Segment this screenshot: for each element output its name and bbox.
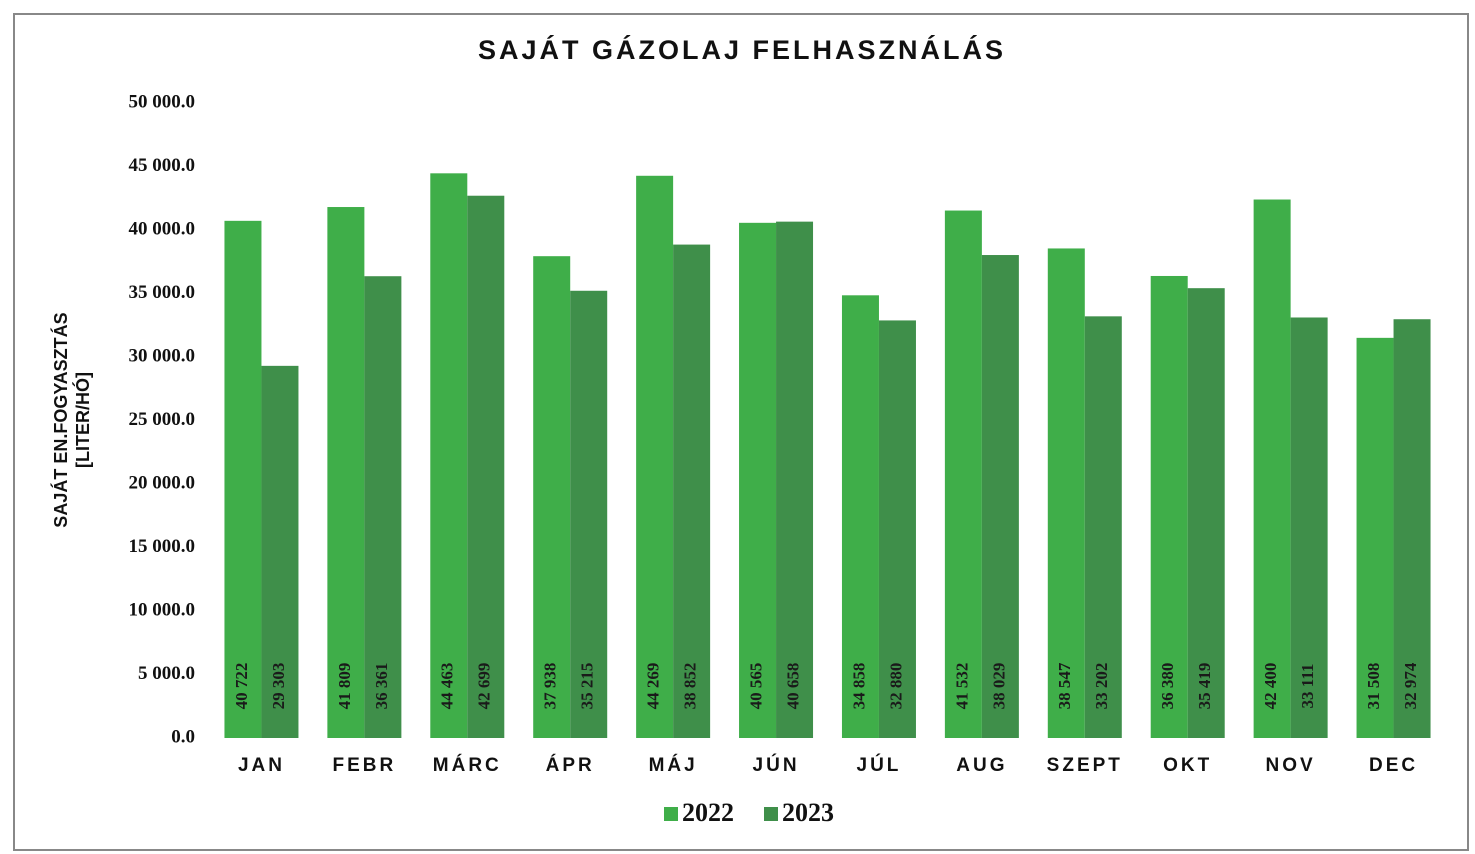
data-label: 35 215 — [578, 663, 597, 710]
y-tick-label: 5 000.0 — [138, 663, 195, 684]
y-tick-label: 30 000.0 — [129, 345, 196, 366]
data-label: 44 269 — [644, 663, 663, 710]
x-tick-label: NOV — [1266, 755, 1316, 776]
data-label: 33 111 — [1298, 664, 1317, 709]
bar — [261, 365, 299, 738]
y-tick-label: 10 000.0 — [129, 599, 196, 620]
legend-swatch — [664, 807, 678, 821]
y-tick-label: 35 000.0 — [129, 282, 196, 303]
x-tick-label: ÁPR — [546, 754, 595, 776]
bar — [776, 221, 814, 738]
data-label: 29 303 — [269, 663, 288, 710]
bar — [364, 276, 402, 738]
y-tick-label: 45 000.0 — [129, 155, 196, 176]
x-tick-label: AUG — [956, 755, 1007, 776]
data-label: 40 565 — [746, 663, 765, 710]
bar — [1047, 248, 1085, 738]
x-tick-label: MÁJ — [649, 754, 698, 776]
bar — [327, 207, 365, 738]
bar — [636, 175, 674, 739]
x-tick-label: FEBR — [333, 755, 397, 776]
legend-label: 2023 — [782, 798, 834, 827]
chart-title: SAJÁT GÁZOLAJ FELHASZNÁLÁS — [478, 34, 1006, 65]
data-label: 36 380 — [1158, 663, 1177, 710]
bar — [1150, 275, 1188, 738]
bar — [739, 222, 777, 739]
y-tick-label: 40 000.0 — [129, 218, 196, 239]
y-tick-label: 25 000.0 — [129, 409, 196, 430]
bar — [1393, 319, 1431, 738]
y-tick-label: 20 000.0 — [129, 472, 196, 493]
y-tick-label: 0.0 — [171, 726, 195, 747]
data-label: 38 547 — [1055, 662, 1074, 709]
y-axis-title: SAJÁT EN.FOGYASZTÁS [LITER/HÓ] — [50, 312, 93, 527]
legend-label: 2022 — [682, 798, 734, 827]
data-label: 40 658 — [783, 663, 802, 710]
legend-swatch — [764, 807, 778, 821]
bar — [878, 320, 916, 738]
data-label: 38 852 — [681, 663, 700, 710]
data-label: 41 809 — [335, 663, 354, 710]
data-label: 31 508 — [1364, 663, 1383, 710]
x-tick-label: JAN — [238, 755, 285, 776]
y-tick-label: 15 000.0 — [129, 536, 196, 557]
y-tick-label: 50 000.0 — [129, 91, 196, 112]
y-axis-title-line: SAJÁT EN.FOGYASZTÁS — [50, 312, 71, 527]
bar — [981, 255, 1019, 739]
bar — [1253, 199, 1291, 738]
data-label: 34 858 — [849, 663, 868, 710]
x-tick-label: MÁRC — [433, 754, 502, 776]
bar — [224, 220, 262, 739]
bar — [467, 195, 505, 738]
bar — [1290, 317, 1328, 738]
data-label: 32 974 — [1401, 662, 1420, 709]
x-tick-label: JÚL — [857, 754, 902, 776]
data-label: 40 722 — [232, 663, 251, 710]
y-axis-title-line: [LITER/HÓ] — [72, 372, 93, 468]
data-label: 44 463 — [438, 663, 457, 710]
data-label: 36 361 — [372, 663, 391, 710]
bar — [533, 256, 571, 738]
data-label: 42 699 — [475, 663, 494, 710]
data-label: 33 202 — [1092, 663, 1111, 710]
bar — [1084, 316, 1122, 738]
data-label: 42 400 — [1261, 663, 1280, 710]
x-tick-label: OKT — [1163, 755, 1212, 776]
bar — [841, 295, 879, 738]
data-label: 32 880 — [886, 663, 905, 710]
bar — [944, 210, 982, 739]
data-label: 37 938 — [541, 663, 560, 710]
bar — [1187, 288, 1225, 738]
bar — [570, 290, 608, 738]
data-label: 41 532 — [952, 663, 971, 710]
data-label: 38 029 — [989, 663, 1008, 710]
bar — [430, 173, 468, 739]
x-tick-label: SZEPT — [1047, 755, 1123, 776]
bar — [673, 244, 711, 739]
x-tick-label: JÚN — [753, 754, 800, 776]
x-tick-label: DEC — [1369, 755, 1418, 776]
data-label: 35 419 — [1195, 663, 1214, 710]
bar — [1356, 337, 1394, 738]
